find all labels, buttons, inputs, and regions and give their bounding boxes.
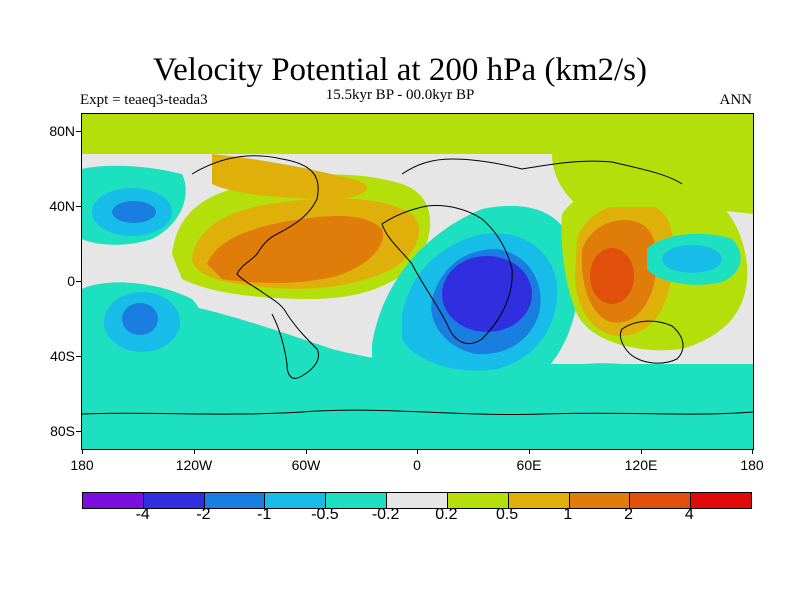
contour-north-asia-weak <box>552 150 753 214</box>
lon-label-180w: 180 <box>70 457 94 473</box>
season-label: ANN <box>719 92 753 108</box>
colorbar-swatch <box>630 493 692 508</box>
lon-tick <box>641 449 642 454</box>
colorbar-label: -4 <box>135 506 150 523</box>
colorbar-label: 2 <box>624 506 633 523</box>
colorbar-swatch <box>691 493 751 508</box>
lat-label-40n: 40N <box>49 198 75 214</box>
lon-tick <box>306 449 307 454</box>
lon-tick <box>752 449 753 454</box>
colorbar-swatch <box>447 493 509 508</box>
lat-label-80n: 80N <box>49 123 75 139</box>
colorbar-label: 0.2 <box>435 506 458 523</box>
lon-label-120w: 120W <box>175 457 213 473</box>
colorbar-swatch <box>569 493 631 508</box>
map-title: Velocity Potential at 200 hPa (km2/s) <box>152 52 648 88</box>
lat-label-0: 0 <box>67 273 75 289</box>
contour-fields <box>82 114 753 449</box>
contour-north-america-mid <box>212 154 367 199</box>
colorbar-swatch <box>143 493 205 508</box>
map-subtitle: 15.5kyr BP - 00.0kyr BP <box>325 87 475 103</box>
lon-label-60e: 60E <box>516 457 542 473</box>
coastline-africa <box>381 205 513 344</box>
lat-tick <box>76 281 81 282</box>
colorbar-swatch <box>265 493 327 508</box>
contour-south-pacific-strong <box>122 303 158 335</box>
lon-label-0: 0 <box>413 457 421 473</box>
contour-africa-stronger <box>442 256 532 332</box>
contour-maritime-stronger <box>590 248 634 304</box>
coastline-north-america <box>191 155 319 293</box>
lon-label-120e: 120E <box>624 457 658 473</box>
contour-arctic <box>82 114 753 154</box>
lat-tick <box>76 206 81 207</box>
lat-tick <box>76 431 81 432</box>
lat-label-80s: 80S <box>50 423 75 439</box>
contour-americas-strong <box>207 216 383 284</box>
experiment-label: Expt = teaeq3-teada3 <box>80 92 208 108</box>
coastline-eurasia <box>401 158 683 185</box>
lon-tick <box>417 449 418 454</box>
coastline-south-america <box>261 291 319 379</box>
coastline-antarctica <box>82 409 753 416</box>
colorbar-label: -0.2 <box>371 506 400 523</box>
lon-tick <box>82 449 83 454</box>
colorbar-label: -2 <box>196 506 211 523</box>
colorbar-label: 4 <box>684 506 694 523</box>
colorbar-label: -1 <box>257 506 272 523</box>
colorbar <box>82 492 752 509</box>
lat-label-40s: 40S <box>50 348 75 364</box>
coastline-australia <box>619 320 684 364</box>
contour-map <box>82 114 753 449</box>
lat-tick <box>76 131 81 132</box>
lon-tick <box>194 449 195 454</box>
lon-label-180e: 180 <box>740 457 764 473</box>
contour-north-pacific-strong <box>112 201 156 223</box>
lon-tick <box>529 449 530 454</box>
colorbar-label: 0.5 <box>495 506 519 523</box>
colorbar-swatch <box>508 493 570 508</box>
contour-nw-pacific-mid <box>662 245 722 273</box>
colorbar-swatch <box>326 493 388 508</box>
colorbar-swatch <box>204 493 266 508</box>
colorbar-label: -0.5 <box>311 506 339 523</box>
coastlines <box>82 155 753 416</box>
colorbar-label: 1 <box>563 506 573 523</box>
lat-tick <box>76 356 81 357</box>
map-plot-area <box>81 113 754 450</box>
lon-label-60w: 60W <box>291 457 321 473</box>
colorbar-swatch <box>83 493 144 508</box>
colorbar-swatch <box>387 493 448 508</box>
